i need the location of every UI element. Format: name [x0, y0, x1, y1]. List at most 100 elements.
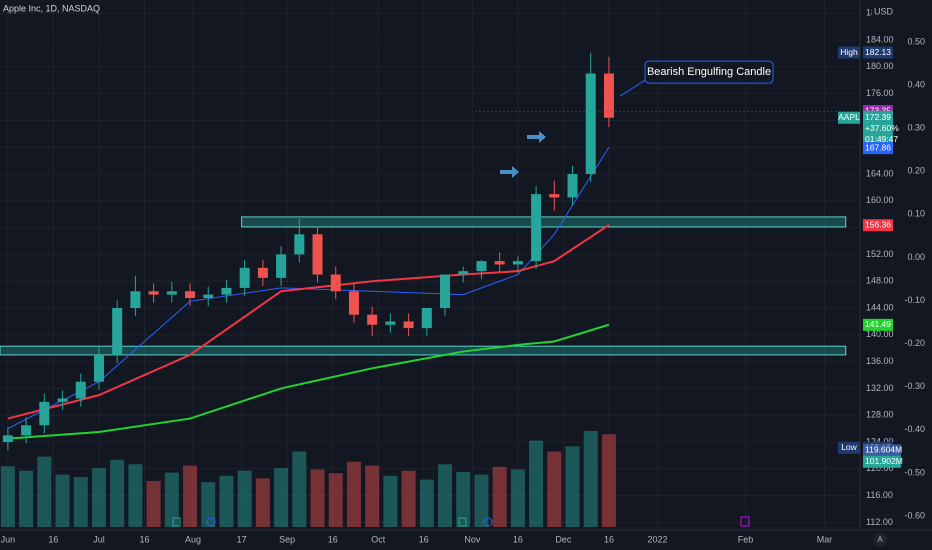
volume-bar — [73, 477, 88, 527]
candle-body — [185, 291, 196, 298]
candle-body — [585, 73, 596, 175]
grid — [0, 0, 860, 530]
candle-body — [531, 194, 542, 262]
y2-tick-label: -0.50 — [904, 467, 925, 477]
y-tick-label: 124.00 — [866, 436, 894, 446]
x-tick-label: 16 — [48, 534, 58, 544]
candle-body — [203, 294, 214, 298]
price-change: +37.60% — [865, 123, 899, 133]
annotation-box — [644, 60, 774, 84]
x-tick-label: Nov — [464, 534, 481, 544]
candle-body — [21, 425, 32, 436]
event-icons — [172, 516, 750, 527]
arrow — [527, 131, 546, 143]
y2-tick-label: -0.30 — [904, 381, 925, 391]
volume-bar — [37, 456, 52, 527]
candle-body — [57, 398, 68, 402]
price-label-box — [863, 46, 893, 59]
volume-bar — [219, 475, 234, 527]
volume-bar — [19, 470, 34, 527]
volume-bar — [456, 471, 471, 527]
x-tick-label: Dec — [555, 534, 572, 544]
price-label-name: AAPL — [838, 112, 860, 122]
x-tick-label: Aug — [185, 534, 201, 544]
zone — [0, 345, 847, 356]
x-tick-label: Jun — [1, 534, 16, 544]
candle-body — [294, 234, 305, 255]
y2-tick-label: 0.50 — [907, 36, 925, 46]
candle-body — [130, 291, 141, 309]
volume-bar — [164, 472, 179, 527]
volume-label-box — [863, 444, 901, 457]
volume-label: 101.902M — [865, 456, 903, 466]
auto-button[interactable] — [873, 533, 887, 547]
y2-tick-label: 0.20 — [907, 166, 925, 176]
y-tick-label: 160.00 — [866, 195, 894, 205]
candle-body — [221, 287, 232, 295]
price-label-name-box — [838, 111, 860, 124]
y-tick-label: 180.00 — [866, 61, 894, 71]
y2-tick-label: -0.20 — [904, 338, 925, 348]
volume-bar — [510, 469, 525, 527]
price-label: 156.36 — [865, 219, 891, 229]
scale: 112.00 116.00 120.00 124.00 128.00 132.00 136.… — [1, 8, 925, 545]
price-label-box — [863, 142, 893, 155]
x-tick-label: Oct — [371, 534, 386, 544]
price-label-name: High — [840, 47, 858, 57]
volume-bar — [274, 468, 289, 527]
candle-body — [2, 435, 13, 443]
candle-body — [421, 308, 432, 329]
y2-tick-label: -0.40 — [904, 424, 925, 434]
candle-body — [549, 194, 560, 198]
y2-tick-label: -0.10 — [904, 295, 925, 305]
candle-body — [403, 321, 414, 329]
candle-body — [512, 261, 523, 265]
candle-body — [93, 354, 104, 382]
candle-body — [348, 291, 359, 315]
y-tick-label: 120.00 — [866, 463, 894, 473]
volume-bar — [401, 470, 416, 527]
volume-bar — [255, 478, 270, 527]
volume-bar — [91, 468, 106, 527]
chart-title: Apple Inc, 1D, NASDAQ — [3, 3, 100, 13]
candle-body — [239, 267, 250, 288]
x-tick-label: 2022 — [648, 534, 668, 544]
volume-bar — [419, 479, 434, 527]
y-tick-label: 132.00 — [866, 383, 894, 393]
auto-label[interactable]: A — [877, 535, 883, 544]
volume-bar — [237, 470, 252, 527]
y2-tick-label: 0.30 — [907, 123, 925, 133]
price-label: 182.13 — [865, 47, 891, 57]
y-tick-label: 112.00 — [866, 517, 893, 527]
candle-body — [367, 314, 378, 325]
candle-body — [385, 321, 396, 325]
volume-bar — [474, 474, 489, 527]
volume-bar — [601, 434, 616, 527]
price-label: 141.49 — [865, 319, 891, 329]
price-label: 167.86 — [865, 142, 891, 152]
price-label-box — [863, 318, 893, 331]
x-tick-label: Sep — [279, 534, 295, 544]
candle-body — [440, 274, 451, 309]
moving-average — [7, 146, 610, 430]
candle-body — [39, 401, 50, 426]
y2-tick-label: -0.60 — [904, 510, 925, 520]
y-tick-label: 184.00 — [866, 34, 894, 44]
candle-body — [603, 73, 614, 118]
y-tick-label: 116.00 — [866, 490, 893, 500]
candle-body — [166, 291, 177, 295]
volume-label: 119.604M — [865, 445, 902, 455]
zone — [241, 216, 847, 228]
x-tick-label: Feb — [738, 534, 754, 544]
arrow — [500, 166, 519, 178]
volume-bar — [292, 451, 307, 527]
y-tick-label: 128.00 — [866, 410, 894, 420]
x-tick-label: 17 — [237, 534, 247, 544]
y-tick-label: 152.00 — [866, 249, 894, 259]
volume-bar — [110, 459, 125, 527]
price-label-box — [863, 219, 893, 232]
annotation-leader — [619, 79, 646, 97]
candle-body — [112, 308, 123, 355]
